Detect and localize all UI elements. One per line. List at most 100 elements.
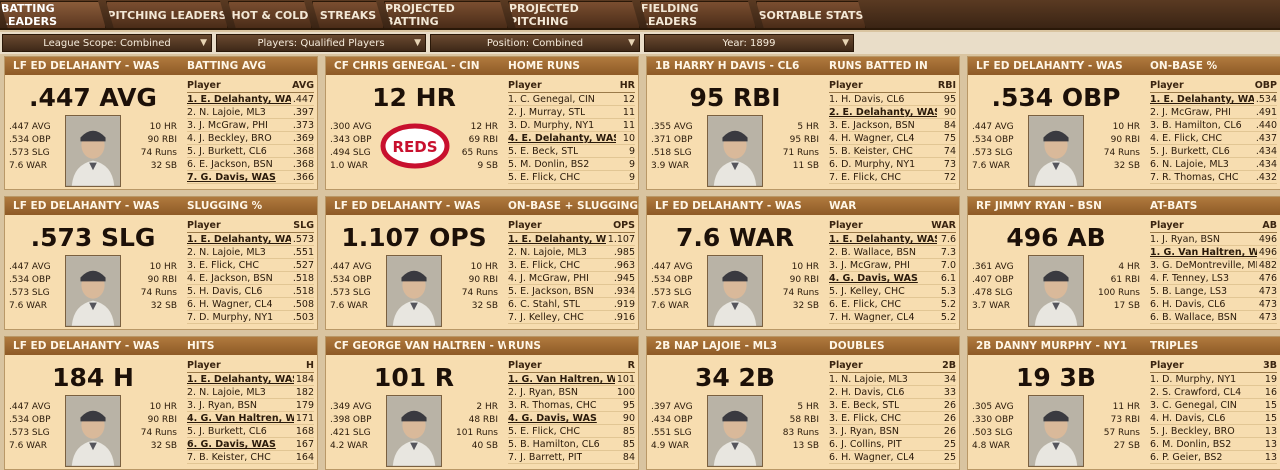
leader-name[interactable]: 5. H. Davis, CL6 bbox=[187, 286, 263, 297]
table-row[interactable]: 7. G. Davis, WAS .366 bbox=[187, 171, 314, 184]
table-row[interactable]: 5. E. Flick, CHC 9 bbox=[508, 171, 635, 184]
table-row[interactable]: 2. J. Ryan, BSN 100 bbox=[508, 386, 635, 399]
table-row[interactable]: 5. J. Burkett, CL6 168 bbox=[187, 425, 314, 438]
table-row[interactable]: 3. J. McGraw, PHI 7.0 bbox=[829, 259, 956, 272]
table-row[interactable]: 4. E. Jackson, BSN .518 bbox=[187, 272, 314, 285]
leader-name[interactable]: 5. J. Kelley, CHC bbox=[829, 286, 905, 297]
table-row[interactable]: 2. N. Lajoie, ML3 182 bbox=[187, 386, 314, 399]
leader-name[interactable]: 3. J. McGraw, PHI bbox=[187, 120, 268, 131]
table-row[interactable]: 2. J. McGraw, PHI .491 bbox=[1150, 106, 1277, 119]
table-row[interactable]: 2. N. Lajoie, ML3 .985 bbox=[508, 246, 635, 259]
leader-name[interactable]: 6. M. Donlin, BS2 bbox=[1150, 439, 1232, 450]
leader-name[interactable]: 2. N. Lajoie, ML3 bbox=[187, 387, 266, 398]
leader-name[interactable]: 7. J. Barrett, PIT bbox=[508, 452, 583, 463]
leader-name[interactable]: 5. B. Hamilton, CL6 bbox=[508, 439, 600, 450]
leader-name[interactable]: 1. H. Davis, CL6 bbox=[829, 94, 905, 105]
table-row[interactable]: 4. H. Wagner, CL4 75 bbox=[829, 132, 956, 145]
table-row[interactable]: 2. E. Delahanty, WAS 90 bbox=[829, 106, 956, 119]
table-row[interactable]: 3. E. Jackson, BSN 84 bbox=[829, 119, 956, 132]
panel-player-title[interactable]: 2B DANNY MURPHY - NY1 bbox=[976, 340, 1128, 352]
leader-name[interactable]: 5. J. Beckley, BRO bbox=[1150, 426, 1235, 437]
table-row[interactable]: 6. C. Stahl, STL .919 bbox=[508, 298, 635, 311]
leader-name[interactable]: 6. H. Davis, CL6 bbox=[1150, 299, 1226, 310]
leader-name[interactable]: 5. B. Lange, LS3 bbox=[1150, 286, 1228, 297]
tab-batting-leaders[interactable]: BATTING LEADERS bbox=[0, 1, 106, 29]
panel-player-title[interactable]: LF ED DELAHANTY - WAS bbox=[13, 60, 160, 72]
table-row[interactable]: 6. B. Wallace, BSN 473 bbox=[1150, 311, 1277, 324]
col-header-player[interactable]: Player bbox=[829, 360, 863, 371]
panel-player-title[interactable]: CF CHRIS GENEGAL - CIN bbox=[334, 60, 480, 72]
table-row[interactable]: 1. E. Delahanty, WAS .447 bbox=[187, 93, 314, 106]
table-row[interactable]: 6. H. Wagner, CL4 25 bbox=[829, 451, 956, 464]
table-row[interactable]: 5. B. Keister, CHC 74 bbox=[829, 145, 956, 158]
tab-sortable-stats[interactable]: SORTABLE STATS bbox=[756, 1, 866, 29]
table-row[interactable]: 1. D. Murphy, NY1 19 bbox=[1150, 373, 1277, 386]
leader-name[interactable]: 6. E. Jackson, BSN bbox=[187, 159, 273, 170]
panel-player-title[interactable]: LF ED DELAHANTY - WAS bbox=[13, 200, 160, 212]
leader-name[interactable]: 1. E. Delahanty, WAS bbox=[1150, 94, 1254, 105]
tab-projected-pitching[interactable]: PROJECTED PITCHING bbox=[508, 1, 640, 29]
table-row[interactable]: 1. E. Delahanty, WAS .534 bbox=[1150, 93, 1277, 106]
table-row[interactable]: 7. R. Thomas, CHC .432 bbox=[1150, 171, 1277, 184]
table-row[interactable]: 6. H. Davis, CL6 473 bbox=[1150, 298, 1277, 311]
leader-name[interactable]: 5. E. Jackson, BSN bbox=[508, 286, 594, 297]
table-row[interactable]: 3. G. DeMontreville, ML3 482 bbox=[1150, 259, 1277, 272]
panel-player-title[interactable]: LF ED DELAHANTY - WAS bbox=[334, 200, 481, 212]
panel-player-title[interactable]: LF ED DELAHANTY - WAS bbox=[13, 340, 160, 352]
table-row[interactable]: 1. E. Delahanty, WAS 7.6 bbox=[829, 233, 956, 246]
panel-player-title[interactable]: 1B HARRY H DAVIS - CL6 bbox=[655, 60, 800, 72]
leader-name[interactable]: 5. J. Burkett, CL6 bbox=[187, 146, 267, 157]
leader-name[interactable]: 1. G. Van Haltren, WAS bbox=[508, 374, 615, 385]
leader-name[interactable]: 7. E. Flick, CHC bbox=[829, 172, 902, 183]
leader-name[interactable]: 3. D. Murphy, NY1 bbox=[508, 120, 595, 131]
table-row[interactable]: 3. J. McGraw, PHI .373 bbox=[187, 119, 314, 132]
leader-name[interactable]: 7. G. Davis, WAS bbox=[187, 172, 276, 183]
leader-name[interactable]: 2. J. Ryan, BSN bbox=[508, 387, 578, 398]
col-header-player[interactable]: Player bbox=[187, 80, 221, 91]
col-header-stat[interactable]: OPS bbox=[613, 220, 635, 231]
leader-name[interactable]: 1. G. Van Haltren, WAS bbox=[1150, 247, 1257, 258]
table-row[interactable]: 5. H. Davis, CL6 .518 bbox=[187, 285, 314, 298]
table-row[interactable]: 4. F. Tenney, LS3 476 bbox=[1150, 272, 1277, 285]
leader-name[interactable]: 3. E. Jackson, BSN bbox=[829, 120, 915, 131]
leader-name[interactable]: 5. E. Flick, CHC bbox=[508, 426, 581, 437]
leader-name[interactable]: 5. J. Burkett, CL6 bbox=[1150, 146, 1230, 157]
table-row[interactable]: 3. J. Ryan, BSN 26 bbox=[829, 425, 956, 438]
leader-name[interactable]: 4. H. Wagner, CL4 bbox=[829, 133, 915, 144]
col-header-player[interactable]: Player bbox=[829, 80, 863, 91]
table-row[interactable]: 1. E. Delahanty, WAS .573 bbox=[187, 233, 314, 246]
leader-name[interactable]: 1. D. Murphy, NY1 bbox=[1150, 374, 1237, 385]
leader-name[interactable]: 4. F. Tenney, LS3 bbox=[1150, 273, 1230, 284]
leader-name[interactable]: 4. E. Jackson, BSN bbox=[187, 273, 273, 284]
table-row[interactable]: 5. J. Burkett, CL6 .368 bbox=[187, 145, 314, 158]
col-header-player[interactable]: Player bbox=[1150, 80, 1184, 91]
table-row[interactable]: 2. H. Davis, CL6 33 bbox=[829, 386, 956, 399]
table-row[interactable]: 5. M. Donlin, BS2 9 bbox=[508, 158, 635, 171]
table-row[interactable]: 7. J. Barrett, PIT 84 bbox=[508, 451, 635, 464]
leader-name[interactable]: 5. B. Keister, CHC bbox=[829, 146, 913, 157]
leader-name[interactable]: 3. R. Thomas, CHC bbox=[508, 400, 597, 411]
leader-name[interactable]: 4. E. Delahanty, WAS bbox=[508, 133, 616, 144]
leader-name[interactable]: 6. N. Lajoie, ML3 bbox=[1150, 159, 1229, 170]
tab-hot-cold[interactable]: HOT & COLD bbox=[228, 1, 312, 29]
col-header-stat[interactable]: 3B bbox=[1263, 360, 1277, 371]
table-row[interactable]: 4. G. Davis, WAS 6.1 bbox=[829, 272, 956, 285]
leader-name[interactable]: 3. J. Ryan, BSN bbox=[187, 400, 257, 411]
leader-name[interactable]: 3. E. Flick, CHC bbox=[508, 260, 581, 271]
leader-name[interactable]: 6. C. Stahl, STL bbox=[508, 299, 581, 310]
table-row[interactable]: 1. G. Van Haltren, WAS 101 bbox=[508, 373, 635, 386]
leader-name[interactable]: 7. B. Keister, CHC bbox=[187, 452, 271, 463]
table-row[interactable]: 7. H. Wagner, CL4 5.2 bbox=[829, 311, 956, 324]
leader-name[interactable]: 6. J. Collins, PIT bbox=[829, 439, 902, 450]
leader-name[interactable]: 6. H. Wagner, CL4 bbox=[187, 299, 273, 310]
col-header-player[interactable]: Player bbox=[829, 220, 863, 231]
col-header-player[interactable]: Player bbox=[508, 80, 542, 91]
leader-name[interactable]: 1. J. Ryan, BSN bbox=[1150, 234, 1220, 245]
table-row[interactable]: 3. E. Flick, CHC .963 bbox=[508, 259, 635, 272]
table-row[interactable]: 1. J. Ryan, BSN 496 bbox=[1150, 233, 1277, 246]
table-row[interactable]: 1. G. Van Haltren, WAS 496 bbox=[1150, 246, 1277, 259]
col-header-player[interactable]: Player bbox=[1150, 360, 1184, 371]
table-row[interactable]: 2. B. Wallace, BSN 7.3 bbox=[829, 246, 956, 259]
leader-name[interactable]: 3. J. Ryan, BSN bbox=[829, 426, 899, 437]
leader-name[interactable]: 3. B. Hamilton, CL6 bbox=[1150, 120, 1242, 131]
